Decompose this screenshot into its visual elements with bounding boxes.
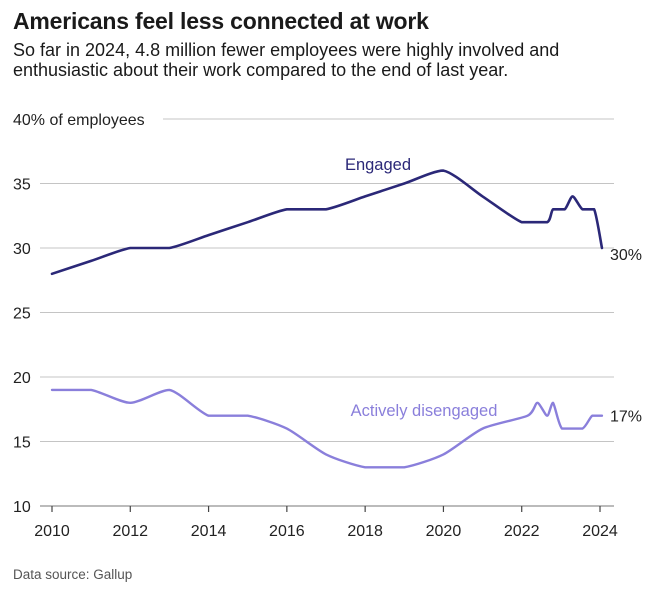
x-tick-label: 2012 (112, 523, 148, 540)
series-line-actively-disengaged (50, 388, 604, 469)
x-tick-label: 2020 (426, 523, 462, 540)
series-line-engaged (50, 169, 604, 276)
series-label-engaged: Engaged (345, 156, 411, 174)
x-tick-label: 2018 (347, 523, 383, 540)
x-tick-label: 2022 (504, 523, 540, 540)
y-tick-label: 20 (13, 370, 31, 387)
chart-subtitle: So far in 2024, 4.8 million fewer employ… (13, 40, 560, 80)
series-label-actively-disengaged: Actively disengaged (351, 402, 498, 420)
end-label-actively-disengaged: 17% (610, 409, 642, 426)
y-tick-label: 15 (13, 435, 31, 452)
y-tick-label: 25 (13, 306, 31, 323)
x-tick-label: 2014 (191, 523, 227, 540)
x-tick-label: 2016 (269, 523, 305, 540)
y-tick-label: 35 (13, 177, 31, 194)
y-tick-label: 10 (13, 499, 31, 516)
y-tick-label: 30 (13, 241, 31, 258)
chart-title: Americans feel less connected at work (13, 8, 429, 34)
y-tick-label: 40% of employees (13, 112, 145, 129)
x-tick-label: 2024 (582, 523, 618, 540)
end-label-engaged: 30% (610, 247, 642, 264)
data-source: Data source: Gallup (13, 567, 133, 582)
x-tick-label: 2010 (34, 523, 70, 540)
